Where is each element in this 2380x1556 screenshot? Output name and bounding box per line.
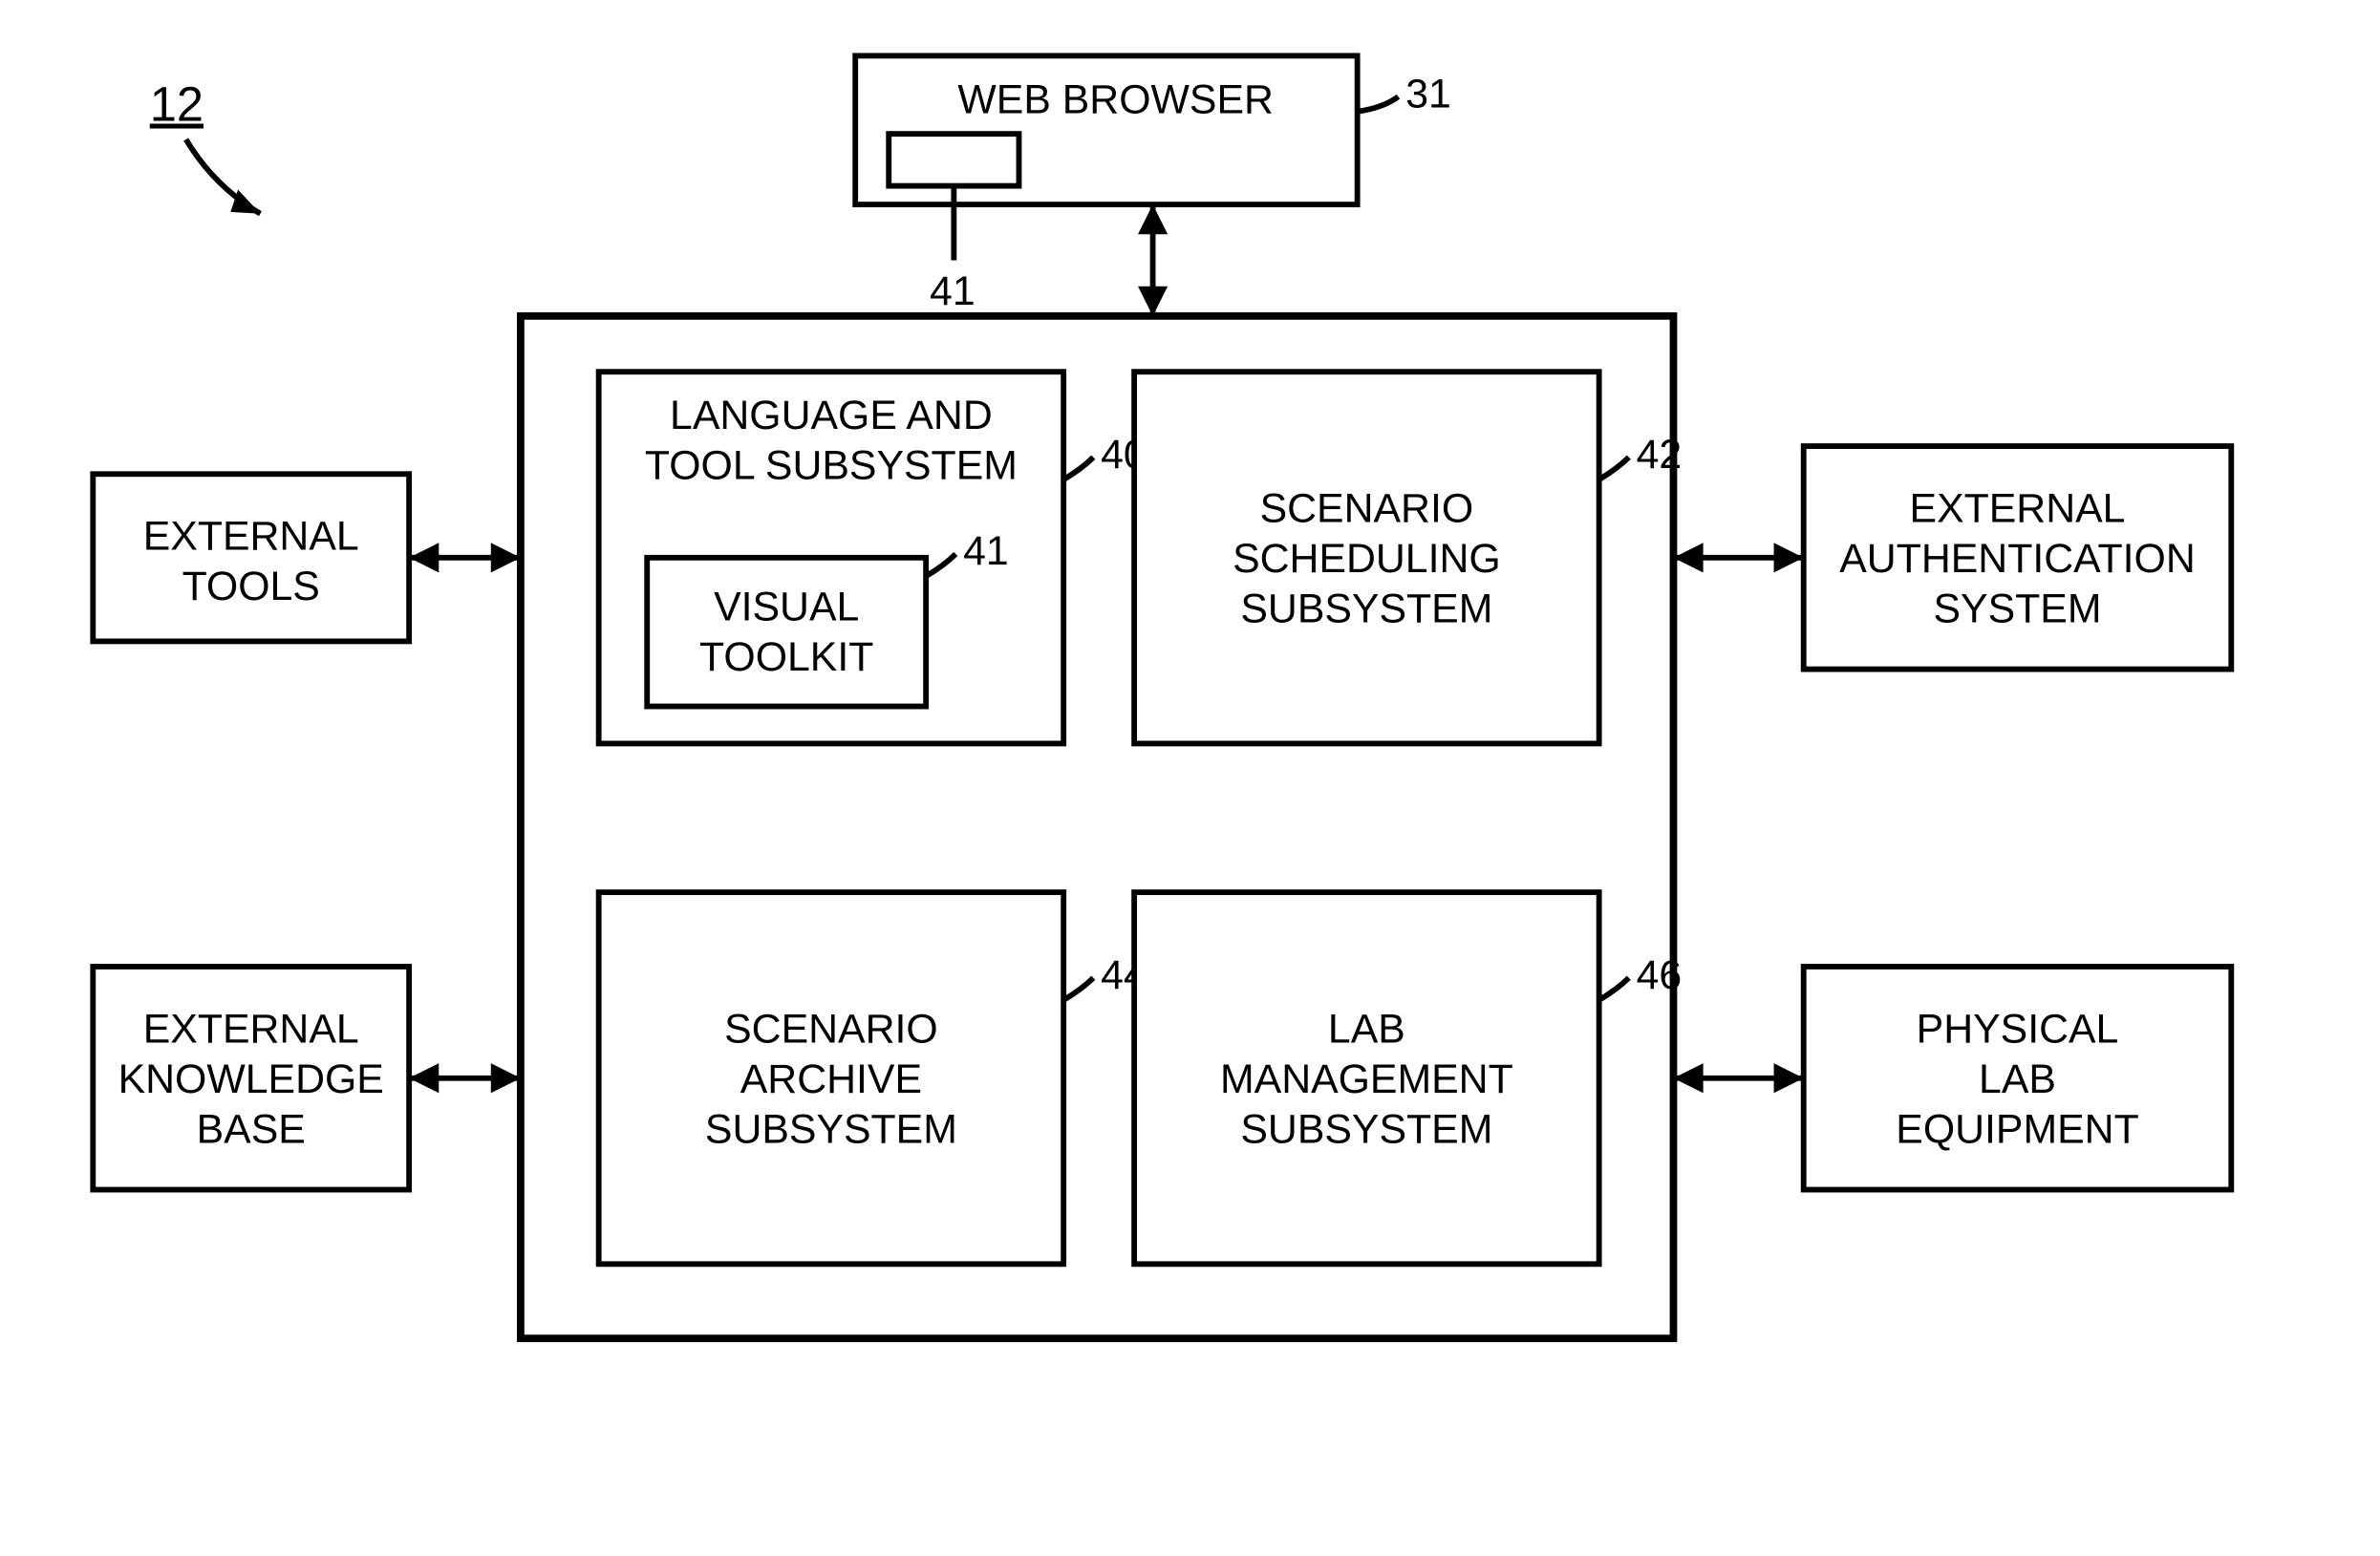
- ref-46: 46: [1637, 952, 1683, 998]
- figure-ref-number: 12: [150, 76, 204, 131]
- system-diagram: 12 WEB BROWSER 31 41 LANGUAGE AND TOOL S…: [0, 0, 2380, 1524]
- ref-31: 31: [1405, 72, 1451, 117]
- connector-ext-kb: [409, 1063, 521, 1093]
- ref-31-leader: [1358, 96, 1399, 112]
- lang-tool-line1: LANGUAGE AND: [670, 393, 993, 438]
- ext-kb-line1: EXTERNAL: [143, 1006, 359, 1052]
- labmgmt-subsystem-box: LAB MANAGEMENT SUBSYSTEM 46: [1134, 892, 1682, 1264]
- scheduling-subsystem-box: SCENARIO SCHEDULING SUBSYSTEM 42: [1134, 372, 1682, 743]
- external-tools-box: EXTERNAL TOOLS: [93, 474, 409, 641]
- web-browser-inner-box: [889, 134, 1018, 185]
- labmgmt-line3: SUBSYSTEM: [1240, 1106, 1492, 1152]
- visual-toolkit-box: [647, 558, 926, 707]
- phys-lab-line2: LAB: [1979, 1056, 2056, 1102]
- archive-subsystem-box: SCENARIO ARCHIVE SUBSYSTEM 44: [599, 892, 1147, 1264]
- figure-ref-group: 12: [150, 76, 261, 213]
- web-browser-label: WEB BROWSER: [957, 76, 1274, 122]
- sched-line1: SCENARIO: [1260, 485, 1474, 531]
- archive-line3: SUBSYSTEM: [705, 1106, 957, 1152]
- labmgmt-line1: LAB: [1328, 1006, 1405, 1052]
- physical-lab-box: PHYSICAL LAB EQUIPMENT: [1804, 967, 2232, 1190]
- connector-ext-tools: [409, 543, 521, 572]
- connector-phys-lab: [1673, 1063, 1803, 1093]
- connector-browser-container: [1138, 204, 1168, 316]
- archive-line1: SCENARIO: [724, 1006, 938, 1052]
- phys-lab-line1: PHYSICAL: [1917, 1006, 2119, 1052]
- ref-41a: 41: [930, 268, 976, 314]
- archive-line2: ARCHIVE: [740, 1056, 922, 1102]
- ext-auth-line2: AUTHENTICATION: [1839, 536, 2196, 582]
- sched-line2: SCHEDULING: [1233, 536, 1501, 582]
- visual-toolkit-line2: TOOLKIT: [699, 634, 873, 680]
- lang-tool-subsystem-box: LANGUAGE AND TOOL SUBSYSTEM 40 VISUAL TO…: [599, 372, 1147, 743]
- labmgmt-line2: MANAGEMENT: [1220, 1056, 1513, 1102]
- ref-42: 42: [1637, 432, 1683, 478]
- ext-auth-line3: SYSTEM: [1934, 586, 2102, 632]
- ext-auth-line1: EXTERNAL: [1910, 485, 2126, 531]
- ext-kb-line3: BASE: [197, 1106, 306, 1152]
- sched-line3: SUBSYSTEM: [1240, 586, 1492, 632]
- phys-lab-line3: EQUIPMENT: [1896, 1106, 2138, 1152]
- ext-tools-line1: EXTERNAL: [143, 514, 359, 560]
- visual-toolkit-line1: VISUAL: [714, 585, 859, 630]
- external-kb-box: EXTERNAL KNOWLEDGE BASE: [93, 967, 409, 1190]
- connector-ext-auth: [1673, 543, 1803, 572]
- ext-kb-line2: KNOWLEDGE: [118, 1056, 384, 1102]
- lang-tool-line2: TOOL SUBSYSTEM: [645, 443, 1018, 489]
- ext-tools-line2: TOOLS: [182, 564, 320, 609]
- ref-41b: 41: [963, 528, 1009, 574]
- external-auth-box: EXTERNAL AUTHENTICATION SYSTEM: [1804, 446, 2232, 670]
